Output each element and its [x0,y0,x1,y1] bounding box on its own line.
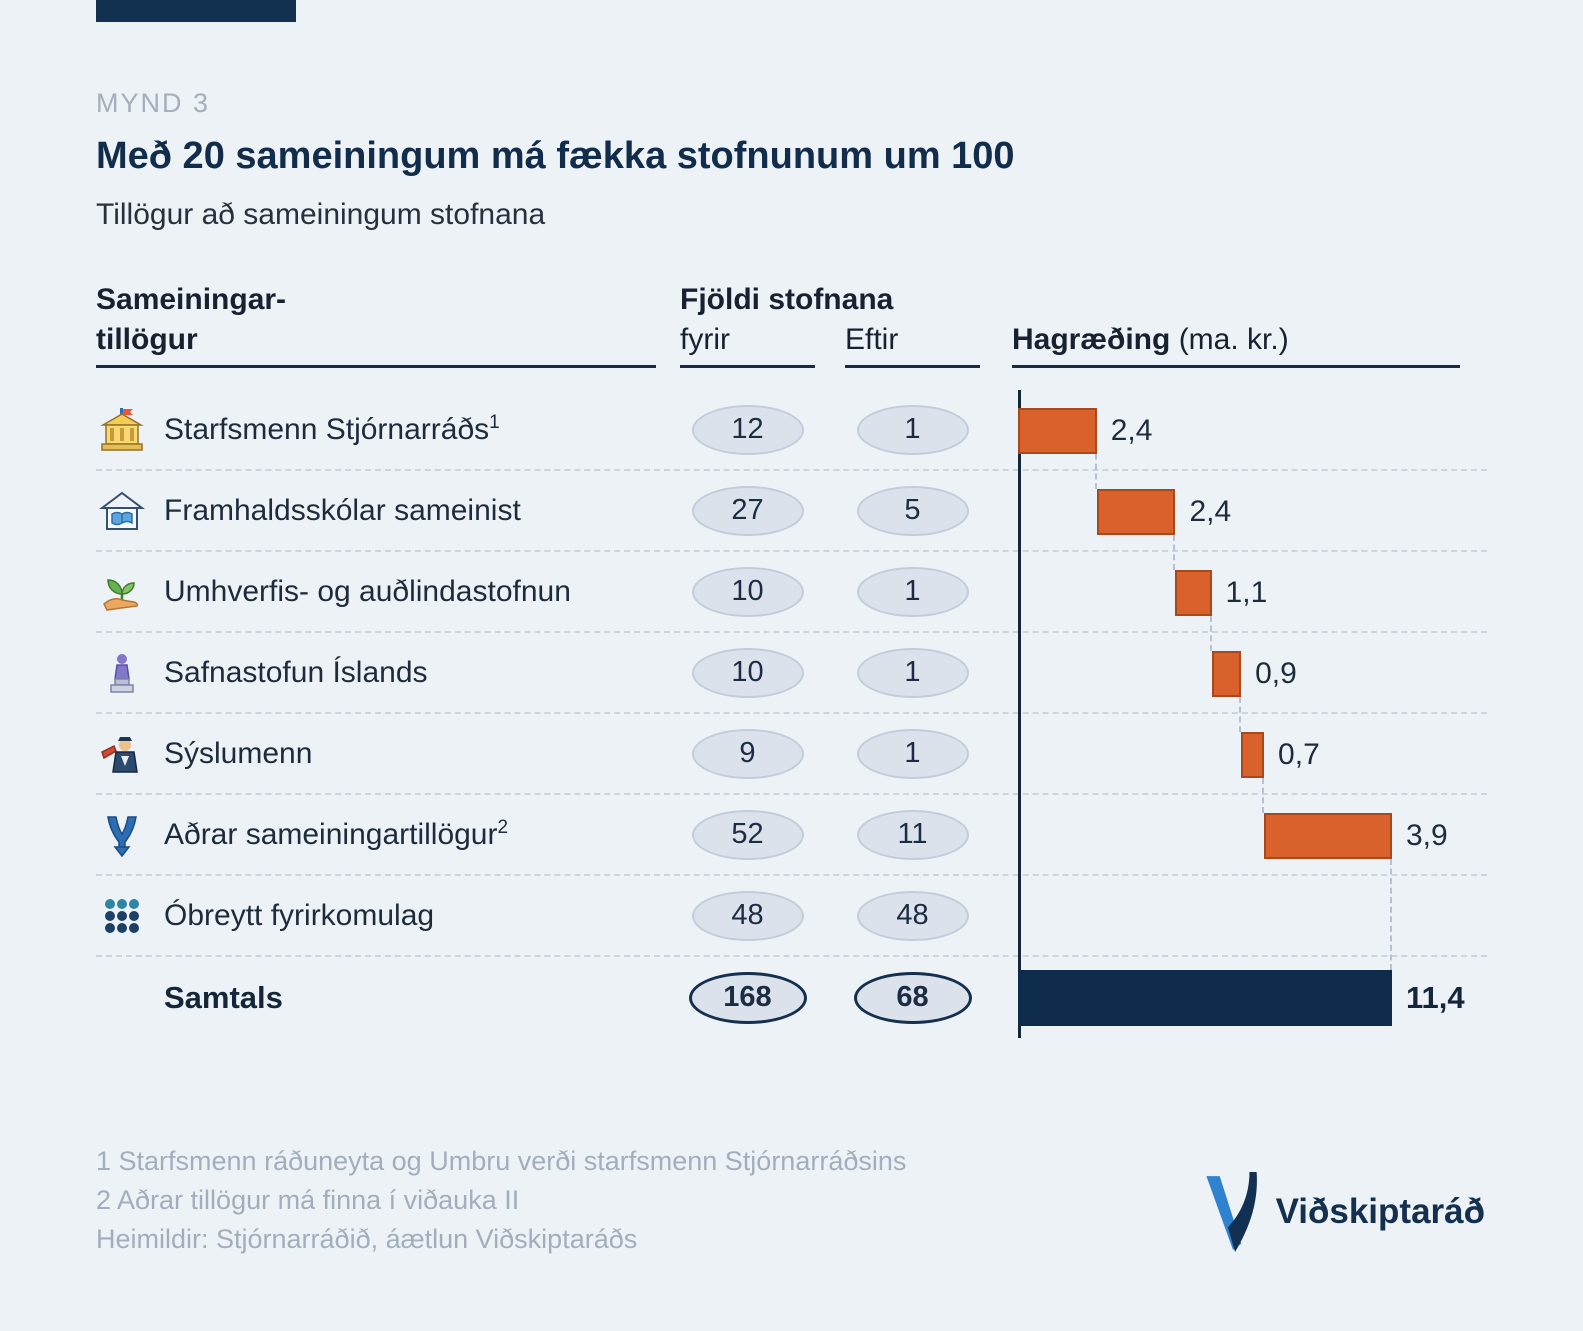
savings-bar [1241,731,1265,778]
magistrate-icon [96,728,148,780]
row-label: Framhaldsskólar sameinist [164,494,521,527]
table-row-umhverfis: Umhverfis- og auðlindastofnun 10 1 [96,552,1487,633]
table-row-adrar: Aðrar sameiningartillögur2 52 11 [96,795,1487,876]
header-rule-savings [1012,365,1460,368]
figure-number: MYND 3 [96,88,211,118]
count-pill-after: 1 [856,647,969,698]
count-pill-after: 48 [856,890,969,941]
savings-bar [1175,569,1212,616]
col-header-savings-label: Hagræðing (ma. kr.) [1012,320,1487,360]
merge-arrows-icon [96,809,148,861]
col-header-before-label: fyrir [680,323,730,356]
col-header-after: Eftir [845,320,980,368]
savings-header-word: Hagræðing [1012,323,1171,356]
row-label: Safnastofun Íslands [164,656,428,689]
row-label: Sýslumenn [164,737,313,770]
table-row-framhaldsskolar: Framhaldsskólar sameinist 27 5 [96,471,1487,552]
col-header-mergers-line1: Sameiningar- [96,283,287,316]
savings-bar [1018,407,1097,454]
total-label: Samtals [164,979,283,1015]
header-rule-mergers [96,365,656,368]
row-label: Starfsmenn Stjórnarráðs1 [164,412,500,446]
group-header-counts: Fjöldi stofnana [680,283,894,316]
savings-value-label: 0,7 [1278,737,1320,771]
count-pill-before: 10 [691,647,804,698]
savings-value-label: 0,9 [1255,656,1297,690]
school-icon [96,485,148,537]
count-pill-before: 48 [691,890,804,941]
header-rule-after [845,365,980,368]
savings-bar [1211,650,1242,697]
savings-value-label: 11,4 [1406,979,1465,1015]
vidskiptarad-logo-text: Viðskiptaráð [1275,1192,1485,1231]
count-pill-after: 1 [856,566,969,617]
count-pill-before: 9 [691,728,804,779]
count-pill-before: 12 [691,404,804,455]
waterfall-connector [1390,858,1392,970]
savings-value-label: 2,4 [1189,494,1232,528]
count-pill-after: 1 [856,404,969,455]
table-header: Sameiningar- tillögur Fjöldi stofnana fy… [96,272,1487,368]
savings-value-label: 3,9 [1406,818,1448,852]
footnote-2: 2 Aðrar tillögur má finna í viðauka II [96,1185,520,1215]
count-subheaders: fyrir Eftir [680,320,980,368]
vidskiptarad-logo-mark [1205,1172,1257,1252]
col-header-savings: Hagræðing (ma. kr.) [1012,272,1487,368]
people-dots-icon [96,890,148,942]
chart-axis-line [1018,390,1021,1038]
count-pill-after: 11 [856,809,969,860]
footnote-sources: Heimildir: Stjórnarráðið, áætlun Viðskip… [96,1224,638,1254]
col-header-counts: Fjöldi stofnana fyrir Eftir [680,272,980,368]
figure-content: MYND 3 Með 20 sameiningum má fækka stofn… [96,0,1487,1259]
count-pill-before: 10 [691,566,804,617]
table-row-obreytt: Óbreytt fyrirkomulag 48 48 [96,876,1487,957]
waterfall-connector [1209,615,1212,651]
table-row-syslumenn: Sýslumenn 9 1 [96,714,1487,795]
government-building-icon [96,404,148,456]
footnote-1: 1 Starfsmenn ráðuneyta og Umbru verði st… [96,1146,907,1176]
table-row-total: Samtals 168 68 [96,957,1487,1038]
waterfall-connector [1173,534,1176,570]
row-label: Aðrar sameiningartillögur2 [164,817,509,851]
total-pill-after: 68 [853,971,972,1024]
statue-icon [96,647,148,699]
row-label: Umhverfis- og auðlindastofnun [164,575,571,608]
savings-bar [1264,812,1392,859]
savings-bar [1096,488,1176,535]
row-label: Óbreytt fyrirkomulag [164,899,435,932]
waterfall-chart: 2,4 2,4 1,1 0,9 0,7 3,9 11,4 [1012,390,1487,1038]
savings-value-label: 1,1 [1225,575,1268,609]
table-row-safnastofun: Safnastofun Íslands 10 1 [96,633,1487,714]
brand-top-bar [96,0,296,22]
savings-header-unit: (ma. kr.) [1178,323,1289,356]
vidskiptarad-logo: Viðskiptaráð [1200,1172,1485,1252]
count-pill-after: 1 [856,728,969,779]
waterfall-connector [1094,453,1097,489]
mergers-table: Sameiningar- tillögur Fjöldi stofnana fy… [96,272,1487,1038]
table-row-stjornarrad: Starfsmenn Stjórnarráðs1 12 1 [96,390,1487,471]
count-pill-before: 27 [691,485,804,536]
total-pill-before: 168 [688,971,807,1024]
figure-title: Með 20 sameiningum má fækka stofnunum um… [96,135,1015,177]
total-savings-bar [1018,969,1392,1026]
col-header-mergers: Sameiningar- tillögur [96,272,680,368]
count-pill-after: 5 [856,485,969,536]
figure-subtitle: Tillögur að sameiningum stofnana [96,198,546,231]
count-pill-before: 52 [691,809,804,860]
table-body: Starfsmenn Stjórnarráðs1 12 1 Framhaldss… [96,390,1487,1038]
waterfall-connector [1239,696,1242,732]
col-header-before: fyrir [680,320,815,368]
savings-value-label: 2,4 [1110,413,1153,447]
header-rule-before [680,365,815,368]
col-header-mergers-line2: tillögur [96,323,198,356]
waterfall-connector [1262,777,1265,813]
footnotes: 1 Starfsmenn ráðuneyta og Umbru verði st… [96,1142,1487,1259]
col-header-after-label: Eftir [845,323,899,356]
sprout-hand-icon [96,566,148,618]
